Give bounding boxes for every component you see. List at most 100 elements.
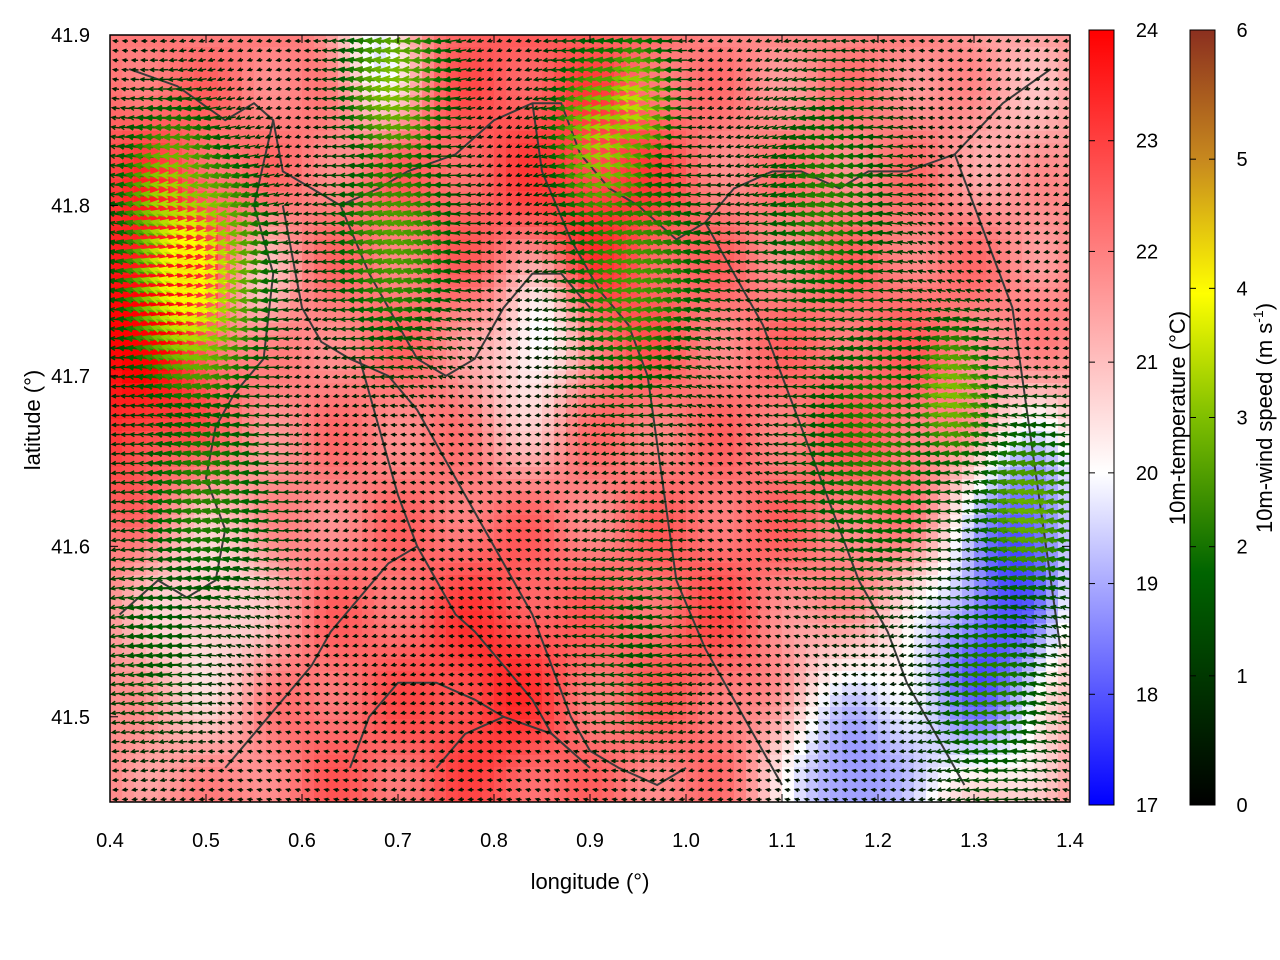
temperature-cell — [530, 599, 543, 612]
temperature-cell — [878, 311, 891, 324]
temperature-cell — [926, 263, 939, 276]
temperature-cell — [218, 647, 231, 660]
temperature-cell — [482, 503, 495, 516]
temperature-cell — [1010, 287, 1023, 300]
temperature-cell — [158, 719, 171, 732]
temperature-cell — [698, 527, 711, 540]
temperature-cell — [1022, 167, 1035, 180]
temperature-cell — [1058, 767, 1070, 780]
temperature-cell — [914, 215, 927, 228]
temperature-cell — [206, 599, 219, 612]
temperature-cell — [806, 599, 819, 612]
temperature-cell — [194, 59, 207, 72]
temperature-cell — [290, 107, 303, 120]
temperature-cell — [134, 719, 147, 732]
temperature-cell — [926, 71, 939, 84]
temperature-cell — [830, 71, 843, 84]
temperature-cell — [770, 599, 783, 612]
temperature-cell — [950, 107, 963, 120]
temperature-cell — [1034, 35, 1047, 48]
temperature-cell — [782, 719, 795, 732]
temperature-cell — [686, 455, 699, 468]
temperature-cell — [866, 71, 879, 84]
temperature-cell — [722, 383, 735, 396]
temperature-cell — [986, 47, 999, 60]
temperature-cell — [794, 743, 807, 756]
temperature-cell — [566, 59, 579, 72]
temperature-cell — [926, 107, 939, 120]
temperature-cell — [578, 551, 591, 564]
temperature-cell — [242, 59, 255, 72]
temperature-cell — [770, 335, 783, 348]
temperature-cell — [878, 263, 891, 276]
temperature-cell — [698, 35, 711, 48]
temperature-cell — [878, 575, 891, 588]
temperature-cell — [710, 407, 723, 420]
temperature-cell — [278, 455, 291, 468]
temperature-cell — [530, 743, 543, 756]
temperature-cell — [314, 47, 327, 60]
temperature-cell — [254, 95, 267, 108]
temperature-cell — [686, 59, 699, 72]
temperature-cell — [302, 287, 315, 300]
temperature-cell — [182, 695, 195, 708]
temperature-cell — [686, 47, 699, 60]
temperature-cell — [314, 71, 327, 84]
temperature-cell — [254, 599, 267, 612]
temperature-cell — [410, 599, 423, 612]
temperature-cell — [1010, 239, 1023, 252]
temperature-cell — [170, 47, 183, 60]
temperature-cell — [938, 263, 951, 276]
temperature-cell — [530, 455, 543, 468]
temperature-cell — [986, 83, 999, 96]
temperature-cell — [110, 623, 123, 636]
temperature-cell — [458, 671, 471, 684]
temperature-cell — [1010, 311, 1023, 324]
temperature-cell — [890, 695, 903, 708]
temperature-cell — [302, 239, 315, 252]
temperature-cell — [242, 695, 255, 708]
temperature-cell — [686, 143, 699, 156]
temperature-cell — [206, 95, 219, 108]
temperature-cell — [314, 359, 327, 372]
temperature-cell — [698, 95, 711, 108]
temperature-cell — [314, 503, 327, 516]
temperature-cell — [362, 479, 375, 492]
temperature-cell — [122, 71, 135, 84]
temperature-cell — [746, 479, 759, 492]
temperature-cell — [110, 503, 123, 516]
temperature-cell — [842, 695, 855, 708]
temperature-cell — [482, 479, 495, 492]
temperature-cell — [650, 743, 663, 756]
temperature-cell — [674, 479, 687, 492]
temperature-cell — [1046, 59, 1059, 72]
temperature-cell — [266, 95, 279, 108]
temperature-cell — [398, 407, 411, 420]
temperature-cell — [506, 695, 519, 708]
temperature-cell — [722, 407, 735, 420]
temperature-cell — [782, 47, 795, 60]
temperature-cell — [338, 455, 351, 468]
temperature-cell — [830, 599, 843, 612]
temperature-cell — [290, 767, 303, 780]
temperature-cell — [122, 407, 135, 420]
temperature-cell — [722, 743, 735, 756]
temperature-cell — [254, 143, 267, 156]
temperature-cell — [758, 95, 771, 108]
temperature-cell — [230, 35, 243, 48]
temperature-cell — [830, 743, 843, 756]
temperature-cell — [914, 71, 927, 84]
temperature-cell — [950, 71, 963, 84]
temperature-cell — [1010, 143, 1023, 156]
temperature-cell — [326, 143, 339, 156]
temperature-cell — [518, 35, 531, 48]
temperature-cell — [530, 383, 543, 396]
temperature-cell — [494, 623, 507, 636]
temperature-cell — [530, 239, 543, 252]
temperature-cell — [338, 359, 351, 372]
temperature-cell — [302, 59, 315, 72]
temperature-cell — [746, 335, 759, 348]
temperature-cell — [602, 767, 615, 780]
temperature-cell — [410, 431, 423, 444]
temperature-cell — [830, 551, 843, 564]
